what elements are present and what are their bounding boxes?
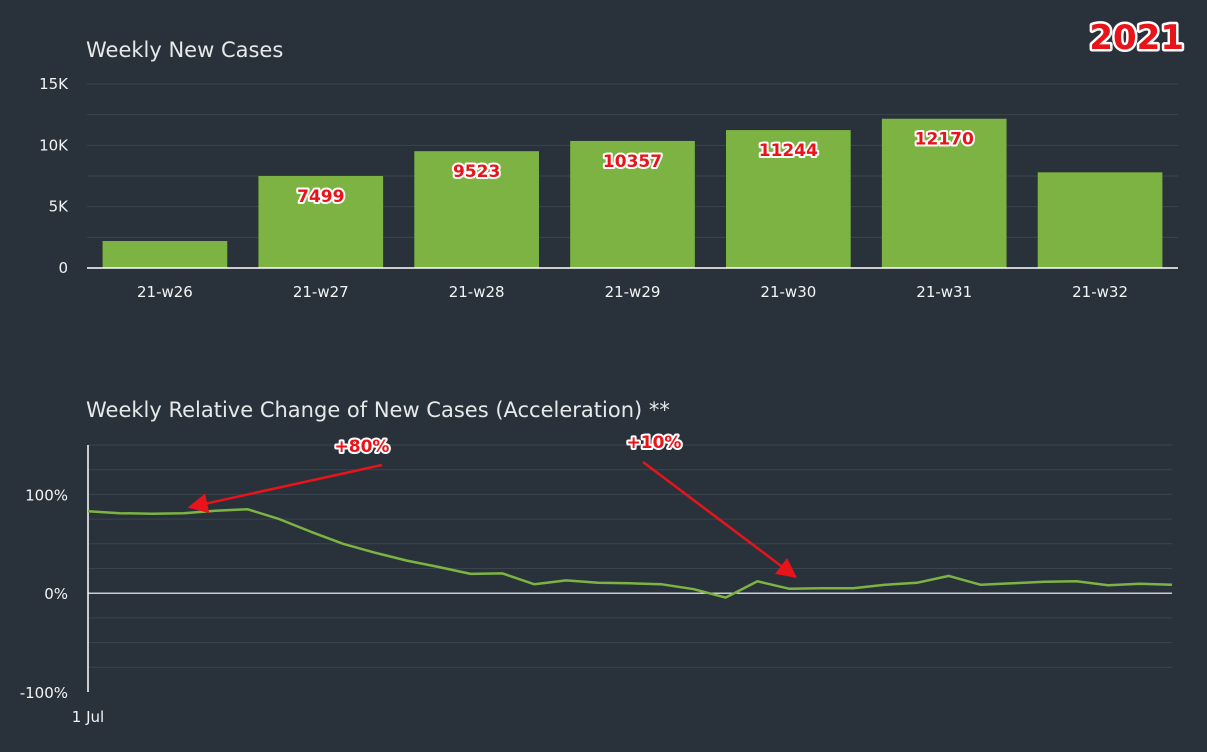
bar <box>1037 172 1163 268</box>
line-y-tick-label: 0% <box>44 585 68 603</box>
bar-data-label: 12170 <box>915 130 974 150</box>
line-y-tick-label: 100% <box>25 486 68 504</box>
year-badge: 2021 <box>1089 18 1184 58</box>
bar <box>258 176 384 268</box>
bar-category-label: 21-w30 <box>760 283 816 301</box>
bar-chart-y-tick-labels: 0 5K 10K 15K <box>39 75 69 277</box>
annotation-arrow <box>187 463 383 514</box>
annotation-arrow <box>642 461 798 578</box>
bar-y-tick-label: 15K <box>39 75 69 93</box>
line-chart-annotations: +80% +10% <box>187 431 798 578</box>
bar-data-label: 9523 <box>453 162 500 182</box>
weekly-new-cases-chart: Weekly New Cases 0 5K 10K 15K 7499 9523 10357… <box>39 38 1178 301</box>
bar-data-label: 7499 <box>297 187 344 207</box>
line-chart-y-tick-labels: -100% 0% 100% <box>20 486 68 702</box>
bar-y-tick-label: 0 <box>58 259 68 277</box>
bar-chart-bars <box>102 118 1163 269</box>
acceleration-series-line <box>87 507 1173 599</box>
line-chart-title: Weekly Relative Change of New Cases (Acc… <box>86 398 670 422</box>
bar <box>881 118 1007 269</box>
bar-chart-title: Weekly New Cases <box>86 38 283 62</box>
line-y-tick-label: -100% <box>20 684 68 702</box>
annotation-label: +80% <box>335 437 390 457</box>
bar <box>570 140 695 268</box>
bar-category-label: 21-w27 <box>293 283 349 301</box>
bar-category-label: 21-w32 <box>1072 283 1128 301</box>
line-chart-gridlines <box>88 444 1172 668</box>
bar-y-tick-label: 10K <box>39 136 69 154</box>
bar-category-label: 21-w28 <box>449 283 505 301</box>
bar-chart-category-labels: 21-w26 21-w27 21-w28 21-w29 21-w30 21-w31 21-w… <box>137 283 1128 301</box>
weekly-relative-change-chart: Weekly Relative Change of New Cases (Acc… <box>20 398 1173 726</box>
bar <box>102 241 228 268</box>
bar-category-label: 21-w31 <box>916 283 972 301</box>
bar-y-tick-label: 5K <box>49 198 70 216</box>
line-x-tick-label: 1 Jul <box>72 708 104 726</box>
bar-data-label: 11244 <box>759 141 818 161</box>
bar-category-label: 21-w26 <box>137 283 193 301</box>
bar <box>726 130 851 268</box>
bar-data-label: 10357 <box>603 152 662 172</box>
annotation-label: +10% <box>627 433 682 453</box>
line-chart-x-tick-labels: 1 Jul <box>72 708 104 726</box>
bar <box>414 151 539 268</box>
bar-category-label: 21-w29 <box>605 283 661 301</box>
bar-chart-data-labels: 7499 9523 10357 11244 12170 <box>295 128 976 209</box>
